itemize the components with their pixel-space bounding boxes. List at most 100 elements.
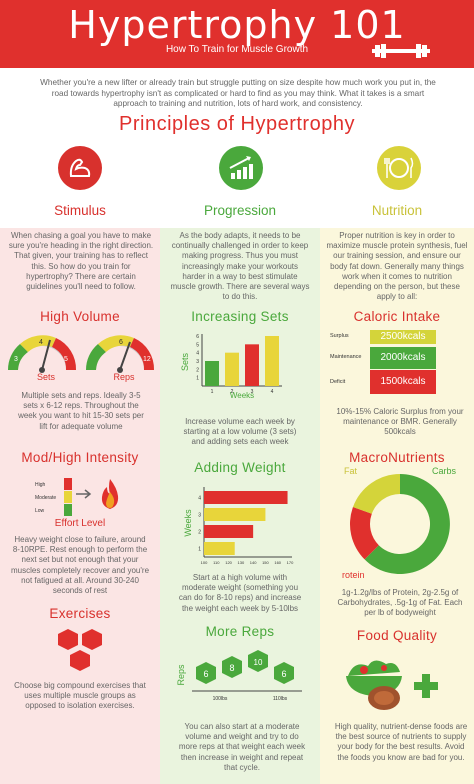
sets-bar	[265, 336, 279, 386]
weight-y-tick: 1	[198, 547, 201, 553]
weight-x-tick: 100	[201, 560, 208, 565]
high-volume-title: High Volume	[40, 309, 120, 324]
maintenance-label: Maintenance	[330, 354, 362, 360]
weight-bar	[204, 525, 254, 538]
protein-label: Protein	[342, 570, 365, 580]
sets-tick-4: 4	[39, 339, 43, 346]
nutrition-label: Nutrition	[371, 203, 423, 218]
reps-value-4: 6	[281, 669, 286, 679]
caloric-intake-text: 10%-15% Caloric Surplus from your mainte…	[336, 407, 464, 437]
growth-chart-icon	[229, 156, 253, 179]
surplus-bar: 2500kcals	[370, 330, 436, 344]
reps-gauge	[85, 335, 155, 373]
sets-bar	[245, 344, 259, 386]
weight-label-110: 110lbs	[273, 696, 288, 702]
sets-x-tick: 2	[231, 389, 234, 395]
weight-bar	[204, 542, 235, 555]
exercises-title: Exercises	[49, 606, 111, 621]
macronutrients-title: MacroNutrients	[349, 450, 445, 465]
reps-box-4: 6	[274, 662, 294, 684]
fork-knife-plate-icon	[384, 157, 414, 178]
stimulus-icon-circle	[58, 146, 102, 190]
progression-label: Progression	[203, 203, 277, 218]
food-quality-text: High quality, nutrient-dense foods are t…	[334, 722, 468, 762]
sets-x-tick: 4	[271, 389, 274, 395]
increasing-sets-chart: Sets Weeks 1 2 3 4 6 5 4 3 2 1	[180, 334, 282, 400]
weight-x-tick: 160	[274, 560, 281, 565]
effort-level-chart: High Moderate Low	[35, 478, 92, 516]
macronutrients-text: 1g-1.2g/lbs of Protein, 2g-2.5g of Carbo…	[337, 588, 463, 618]
page-subtitle: How To Train for Muscle Growth	[165, 44, 309, 55]
progression-text: As the body adapts, it needs to be conti…	[170, 231, 310, 302]
weight-label-100: 100lbs	[213, 696, 228, 702]
weight-x-tick: 130	[238, 560, 245, 565]
sets-y-tick: 4	[196, 351, 199, 357]
adding-weight-chart: Weeks 1 2 3 4 100 110 120 130 140 150 160 170	[184, 487, 294, 565]
nutrition-icon-circle	[377, 146, 421, 190]
increasing-sets-text: Increase volume each week by starting at…	[183, 417, 297, 447]
deficit-bar: 1500kcals	[370, 370, 436, 394]
reps-box-3: 10	[248, 650, 268, 672]
weight-bar	[204, 491, 288, 504]
sets-gauge-label: Sets	[36, 372, 55, 382]
level-moderate: Moderate	[35, 495, 56, 501]
sets-gauge	[7, 335, 77, 373]
maintenance-bar: 2000kcals	[370, 347, 436, 369]
stimulus-label: Stimulus	[54, 203, 106, 218]
sets-bar	[205, 361, 219, 386]
sets-y-tick: 2	[196, 367, 199, 373]
increasing-sets-title: Increasing Sets	[191, 309, 289, 324]
weight-x-tick: 140	[250, 560, 257, 565]
maintenance-row: Maintenance 2000kcals	[330, 347, 466, 369]
food-quality-title: Food Quality	[356, 628, 438, 643]
reps-axis-label: Reps	[176, 664, 186, 686]
intro-text: Whether you're a new lifter or already t…	[40, 78, 436, 108]
adding-weight-text: Start at a high volume with moderate wei…	[178, 573, 302, 613]
surplus-label: Surplus	[330, 333, 349, 339]
exercises-text: Choose big compound exercises that uses …	[14, 681, 146, 711]
nutrition-text: Proper nutrition is key in order to maxi…	[326, 231, 468, 302]
weight-x-tick: 150	[262, 560, 269, 565]
level-low: Low	[35, 508, 45, 514]
reps-value-3: 10	[254, 658, 263, 667]
weeks-axis-label-y: Weeks	[184, 509, 193, 537]
sets-x-tick: 1	[211, 389, 214, 395]
more-reps-chart: Reps 6 8 10 6 100lbs 110lbs	[176, 650, 302, 702]
weight-y-tick: 2	[198, 530, 201, 536]
more-reps-text: You can also start at a moderate volume …	[178, 722, 306, 772]
header-banner: Hypertrophy 101 How To Train for Muscle …	[0, 0, 474, 68]
reps-value-2: 8	[229, 663, 234, 673]
hexagon-cluster-icon	[58, 629, 102, 671]
more-reps-title: More Reps	[205, 624, 275, 639]
sets-x-tick: 3	[251, 389, 254, 395]
stimulus-column	[0, 228, 160, 784]
sets-axis-label: Sets	[180, 352, 190, 371]
surplus-row: Surplus 2500kcals	[330, 330, 466, 344]
principles-title: Principles of Hypertrophy	[119, 113, 355, 135]
macronutrients-donut: Fat Carbs Protein	[342, 466, 457, 580]
reps-box-1: 6	[196, 662, 216, 684]
deficit-row: Deficit 1500kcals	[330, 370, 466, 394]
reps-tick-12: 12	[143, 356, 151, 363]
carbs-label: Carbs	[432, 466, 457, 476]
sets-y-tick: 3	[196, 359, 199, 365]
sets-bar	[225, 352, 239, 386]
weight-y-tick: 4	[198, 496, 201, 502]
sets-tick-5: 5	[64, 356, 68, 363]
reps-value-1: 6	[203, 669, 208, 679]
sets-y-tick: 6	[196, 334, 199, 340]
fat-label: Fat	[344, 466, 358, 476]
intensity-title: Mod/High Intensity	[21, 450, 139, 465]
flexed-arm-icon	[69, 158, 91, 177]
reps-box-2: 8	[222, 656, 242, 678]
page-title: Hypertrophy 101	[68, 3, 406, 47]
reps-tick-6: 6	[119, 339, 123, 346]
dumbbell-icon	[372, 44, 430, 58]
caloric-intake-title: Caloric Intake	[353, 309, 441, 324]
healthy-food-icon	[346, 660, 438, 710]
intensity-text: Heavy weight close to failure, around 8-…	[10, 535, 150, 596]
sets-y-tick: 1	[196, 376, 199, 382]
stimulus-text: When chasing a goal you have to make sur…	[8, 231, 154, 292]
weight-y-tick: 3	[198, 513, 201, 519]
adding-weight-title: Adding Weight	[194, 460, 286, 475]
